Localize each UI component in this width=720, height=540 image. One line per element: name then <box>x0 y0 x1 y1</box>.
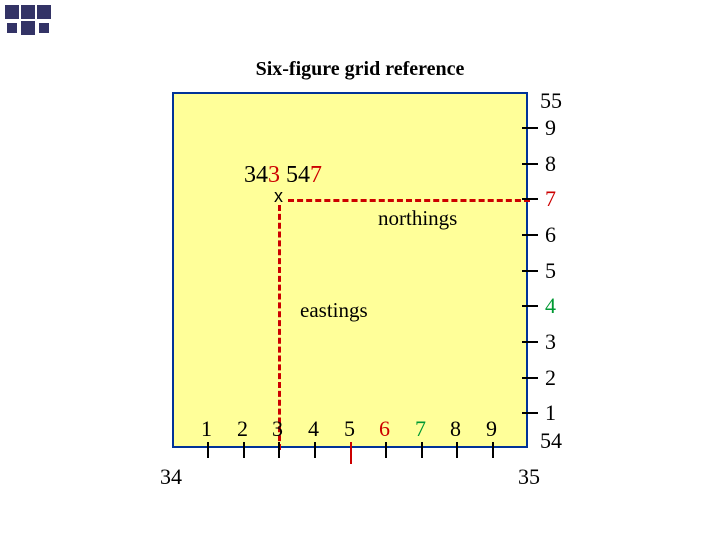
x-tick <box>207 442 209 458</box>
x-tick <box>456 442 458 458</box>
y-digit: 2 <box>545 365 556 391</box>
grid-reference-value: 343 547 <box>244 162 322 189</box>
northings-label: northings <box>378 206 457 231</box>
y-digit: 7 <box>545 186 556 212</box>
x-tick <box>492 442 494 458</box>
y-tick <box>522 341 538 343</box>
y-digit: 5 <box>545 258 556 284</box>
y-tick <box>522 163 538 165</box>
x-digit: 1 <box>201 416 212 442</box>
x-digit: 3 <box>272 416 283 442</box>
y-digit: 6 <box>545 222 556 248</box>
y-digit: 3 <box>545 329 556 355</box>
corner-top-right: 55 <box>540 88 562 114</box>
ref-part-3: 54 <box>280 162 310 188</box>
x-digit: 4 <box>308 416 319 442</box>
x-tick <box>278 442 280 458</box>
corner-bottom-right: 35 <box>518 464 540 490</box>
grid-square <box>172 92 528 448</box>
x-tick <box>421 442 423 458</box>
eastings-label: eastings <box>300 298 368 323</box>
x-digit: 8 <box>450 416 461 442</box>
point-marker: x <box>274 186 283 207</box>
eastings-dashed-line <box>278 205 281 450</box>
y-digit: 9 <box>545 115 556 141</box>
y-tick <box>522 198 538 200</box>
diagram-title: Six-figure grid reference <box>0 58 720 81</box>
x-tick <box>350 442 352 464</box>
ref-part-2: 3 <box>268 162 280 188</box>
y-digit: 1 <box>545 400 556 426</box>
y-digit: 4 <box>545 293 556 319</box>
x-tick <box>243 442 245 458</box>
y-tick <box>522 270 538 272</box>
ref-part-4: 7 <box>310 162 322 188</box>
corner-bottom-left: 34 <box>160 464 182 490</box>
x-digit: 7 <box>415 416 426 442</box>
y-tick <box>522 377 538 379</box>
x-digit: 5 <box>344 416 355 442</box>
x-tick <box>385 442 387 458</box>
x-digit: 9 <box>486 416 497 442</box>
x-tick <box>314 442 316 458</box>
corner-right-bottom-inside: 54 <box>540 428 562 454</box>
y-digit: 8 <box>545 151 556 177</box>
y-tick <box>522 234 538 236</box>
y-tick <box>522 305 538 307</box>
ref-part-1: 34 <box>244 162 268 188</box>
x-digit: 6 <box>379 416 390 442</box>
x-digit: 2 <box>237 416 248 442</box>
y-tick <box>522 127 538 129</box>
northings-dashed-line <box>288 199 530 202</box>
y-tick <box>522 412 538 414</box>
